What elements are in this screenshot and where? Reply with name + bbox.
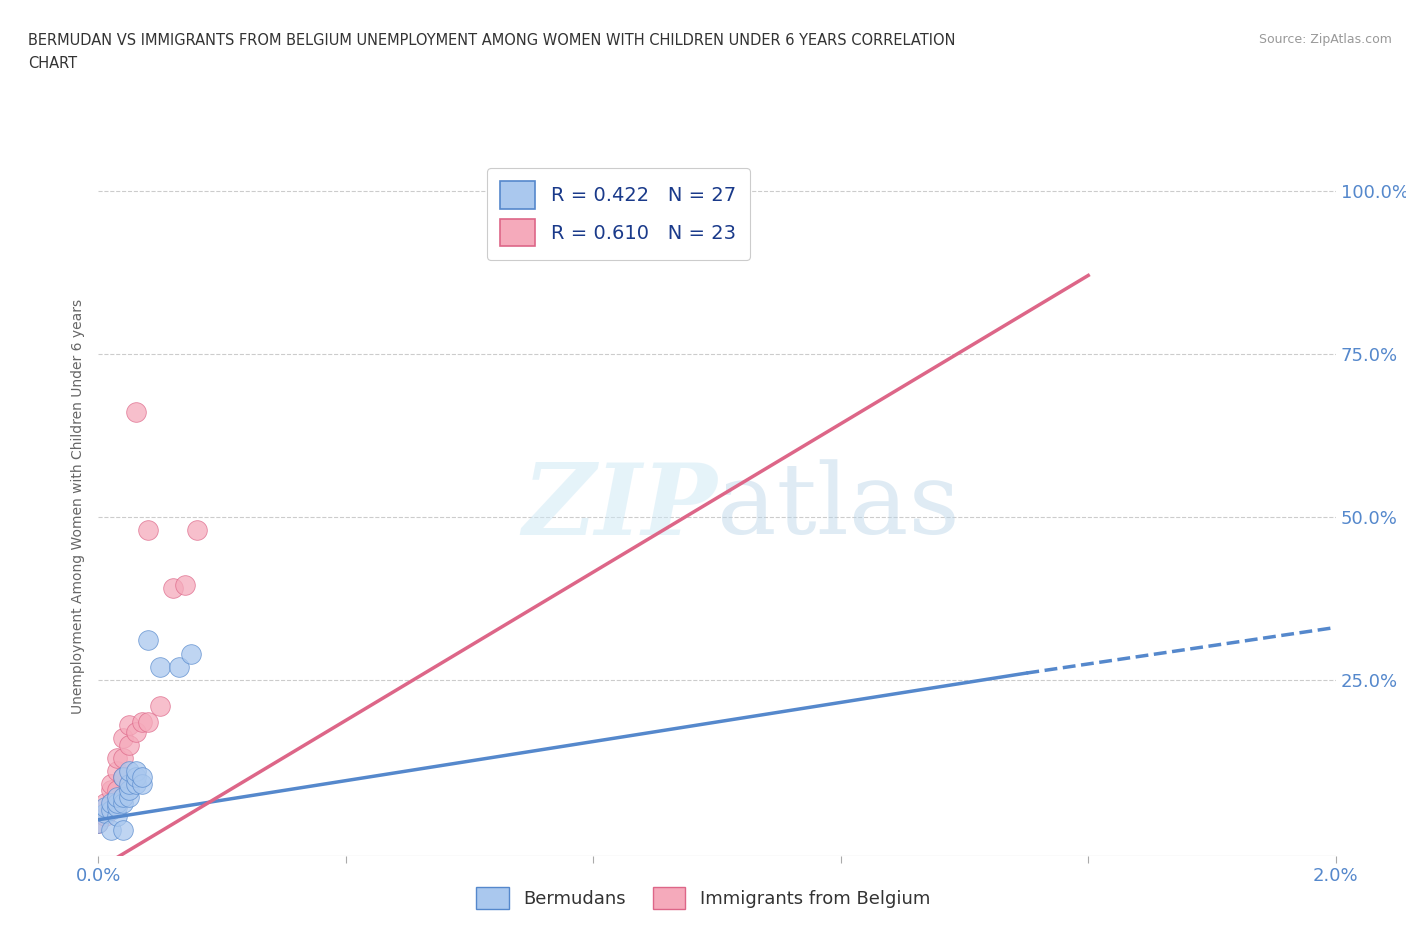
Point	[131, 770, 153, 785]
Point	[100, 799, 122, 814]
Text: atlas: atlas	[717, 458, 960, 555]
Point	[136, 523, 159, 538]
Y-axis label: Unemployment Among Women with Children Under 6 years: Unemployment Among Women with Children U…	[72, 299, 86, 714]
Legend: Bermudans, Immigrants from Belgium: Bermudans, Immigrants from Belgium	[468, 880, 938, 916]
Point	[180, 646, 202, 661]
Point	[100, 822, 122, 837]
Point	[167, 659, 190, 674]
Point	[118, 764, 141, 778]
Point	[100, 777, 122, 791]
Point	[93, 809, 115, 824]
Point	[87, 816, 110, 830]
Point	[112, 731, 135, 746]
Point	[186, 523, 208, 538]
Text: CHART: CHART	[28, 56, 77, 71]
Point	[136, 633, 159, 648]
Point	[162, 581, 184, 596]
Point	[105, 751, 128, 765]
Point	[112, 790, 135, 804]
Point	[118, 783, 141, 798]
Point	[105, 783, 128, 798]
Text: ZIP: ZIP	[522, 458, 717, 555]
Point	[118, 790, 141, 804]
Point	[118, 737, 141, 752]
Point	[93, 799, 115, 814]
Point	[87, 816, 110, 830]
Point	[131, 714, 153, 729]
Point	[105, 799, 128, 814]
Point	[112, 796, 135, 811]
Point	[112, 770, 135, 785]
Point	[93, 805, 115, 820]
Point	[124, 724, 146, 739]
Point	[100, 796, 122, 811]
Text: Source: ZipAtlas.com: Source: ZipAtlas.com	[1258, 33, 1392, 46]
Point	[124, 777, 146, 791]
Point	[100, 783, 122, 798]
Point	[105, 764, 128, 778]
Point	[149, 698, 172, 713]
Point	[112, 751, 135, 765]
Point	[124, 770, 146, 785]
Point	[105, 796, 128, 811]
Point	[131, 777, 153, 791]
Point	[149, 659, 172, 674]
Text: BERMUDAN VS IMMIGRANTS FROM BELGIUM UNEMPLOYMENT AMONG WOMEN WITH CHILDREN UNDER: BERMUDAN VS IMMIGRANTS FROM BELGIUM UNEM…	[28, 33, 956, 47]
Point	[105, 809, 128, 824]
Point	[112, 822, 135, 837]
Point	[174, 578, 197, 592]
Point	[100, 803, 122, 817]
Legend: R = 0.422   N = 27, R = 0.610   N = 23: R = 0.422 N = 27, R = 0.610 N = 23	[486, 167, 749, 259]
Point	[136, 714, 159, 729]
Point	[118, 777, 141, 791]
Point	[118, 718, 141, 733]
Point	[93, 796, 115, 811]
Point	[105, 790, 128, 804]
Point	[112, 770, 135, 785]
Point	[124, 764, 146, 778]
Point	[124, 405, 146, 419]
